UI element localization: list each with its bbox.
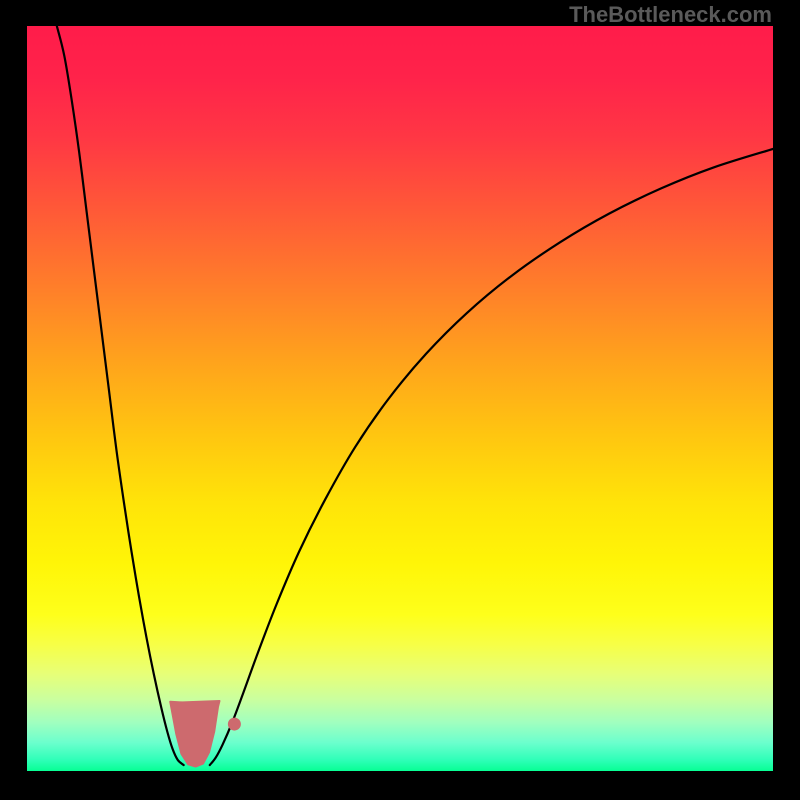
plot-area: [27, 26, 773, 771]
gradient-background: [27, 26, 773, 771]
highlight-dot: [228, 718, 241, 731]
chart-svg: [27, 26, 773, 771]
watermark-text: TheBottleneck.com: [569, 2, 772, 28]
chart-root: TheBottleneck.com: [0, 0, 800, 800]
